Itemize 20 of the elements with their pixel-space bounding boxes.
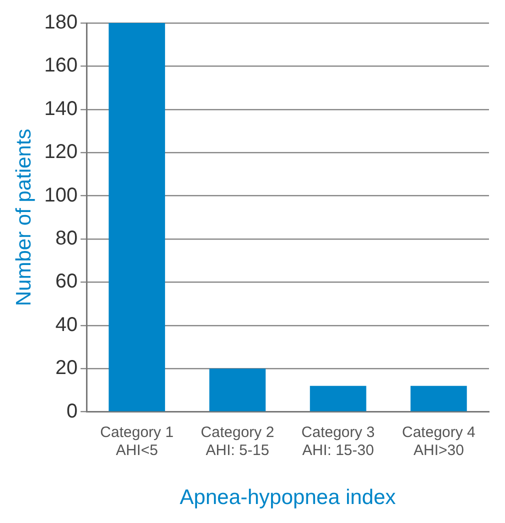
x-tick-label: Category 4 AHI>30 [402, 424, 476, 459]
x-tick-label: Category 2 AHI: 5-15 [200, 424, 274, 459]
y-tick-label: 60 [55, 270, 78, 293]
y-tick-label: 100 [44, 184, 78, 206]
y-tick-label: 180 [44, 12, 78, 34]
bar [310, 386, 366, 412]
y-tick-label: 80 [55, 228, 78, 250]
x-tick-label: Category 3 AHI: 15-30 [301, 424, 375, 459]
bar [410, 386, 467, 412]
x-axis-title: Apnea-hypopnea index [180, 486, 396, 510]
y-tick-label: 0 [66, 400, 78, 422]
y-tick-label: 40 [55, 314, 78, 336]
y-tick-label: 20 [55, 357, 78, 380]
bar [209, 368, 266, 412]
bar [108, 23, 166, 412]
y-axis-title: Number of patients [12, 128, 36, 306]
y-tick-label: 140 [44, 98, 78, 120]
y-tick-label: 160 [44, 54, 78, 77]
x-tick-label: Category 1 AHI<5 [100, 424, 174, 459]
y-tick-label: 120 [44, 141, 78, 164]
